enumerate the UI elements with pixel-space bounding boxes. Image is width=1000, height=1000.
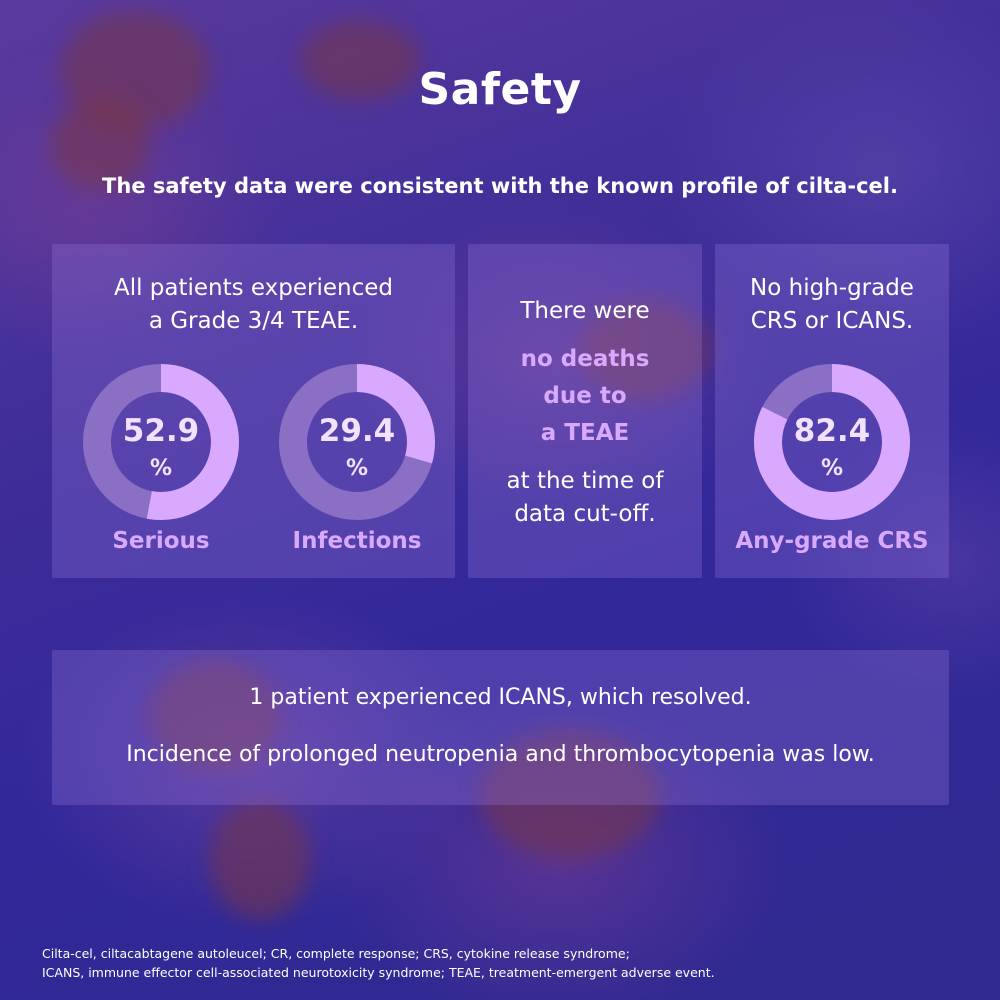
footnote-line1: Cilta-cel, ciltacabtagene autoleucel; CR… [42,946,630,961]
background-blob [150,660,280,770]
crs-heading-line1: No high-grade [750,275,914,301]
background-blob [50,100,150,190]
crs-unit: % [820,456,844,481]
infections-donut [279,364,435,520]
page-title: Safety [418,64,582,115]
teae-card: All patients experienced a Grade 3/4 TEA… [52,244,455,578]
crs-label: Any-grade CRS [735,528,929,554]
deaths-highlight-line1: no deaths [520,346,650,372]
background-blob [580,300,710,400]
deaths-highlight-line2: due to [543,383,627,409]
crs-card: No high-grade CRS or ICANS. 82.4 % Any-g… [715,244,949,578]
crs-donut-fill [754,364,910,520]
infections-donut-fill [279,364,435,520]
page-subtitle: The safety data were consistent with the… [102,174,898,198]
background-blob [480,730,660,860]
footnote: Cilta-cel, ciltacabtagene autoleucel; CR… [42,944,962,982]
deaths-line2: at the time of [506,468,664,494]
footnote-line2: ICANS, immune effector cell-associated n… [42,965,715,980]
icans-line1: 1 patient experienced ICANS, which resol… [249,685,752,710]
serious-label: Serious [112,528,210,554]
deaths-card: There were no deaths due to a TEAE at th… [468,244,702,578]
infections-unit: % [345,456,369,481]
serious-donut-fill [83,364,239,520]
icans-line2: Incidence of prolonged neutropenia and t… [126,742,875,767]
background-blob [300,20,420,100]
serious-unit: % [149,456,173,481]
teae-heading-line1: All patients experienced [113,275,394,301]
serious-value: 52.9 [122,413,200,449]
crs-donut [754,364,910,520]
deaths-line1: There were [520,298,650,324]
teae-heading-line2: a Grade 3/4 TEAE. [148,308,359,334]
icans-card: 1 patient experienced ICANS, which resol… [52,650,949,805]
deaths-highlight-line3: a TEAE [540,420,630,446]
infections-label: Infections [292,528,422,554]
infections-value: 29.4 [318,413,396,449]
background-blob [210,800,310,920]
crs-heading-line2: CRS or ICANS. [750,308,914,334]
serious-donut [83,364,239,520]
deaths-line3: data cut-off. [514,501,656,527]
crs-value: 82.4 [793,413,871,449]
